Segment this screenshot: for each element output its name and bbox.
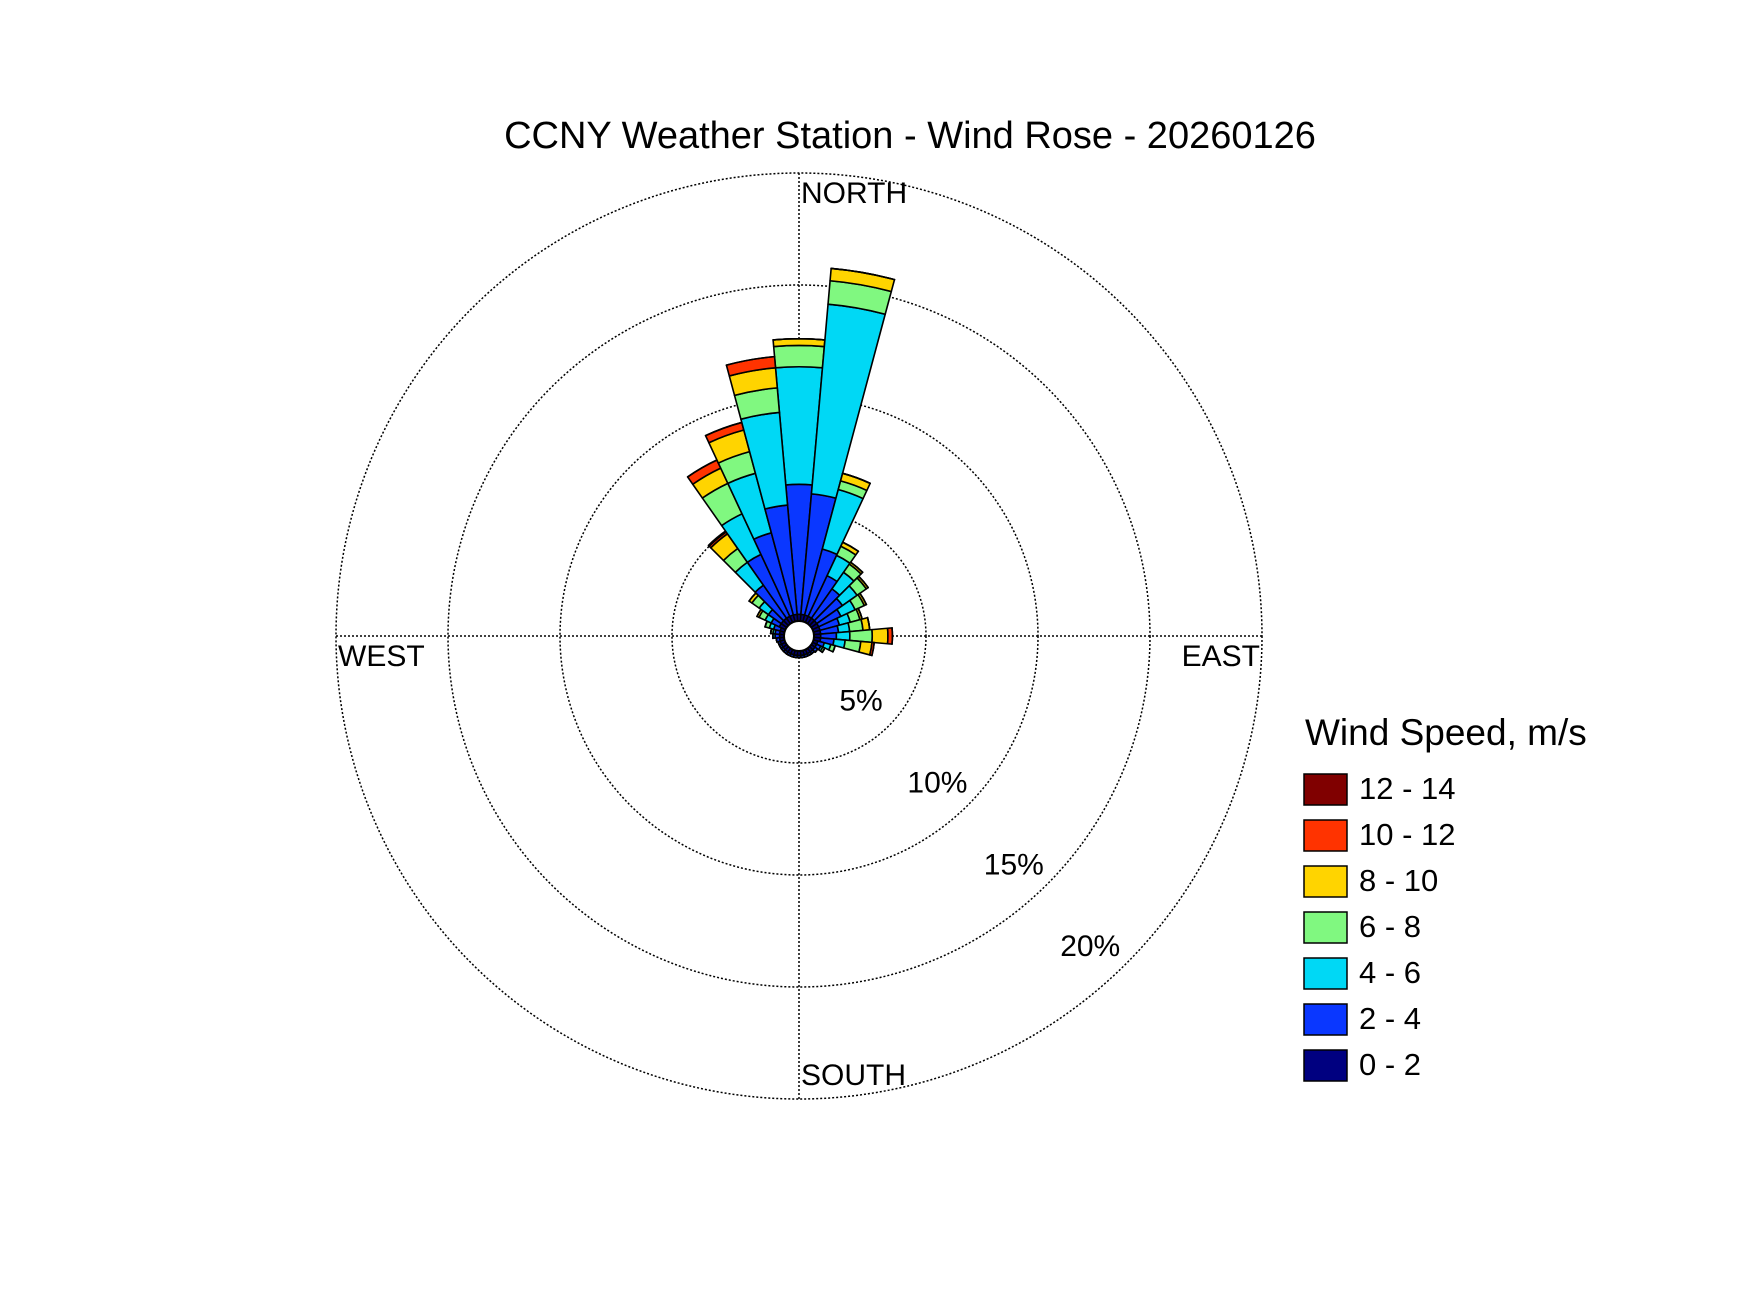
legend-label: 4 - 6 xyxy=(1359,955,1421,990)
legend-label: 10 - 12 xyxy=(1359,817,1456,852)
legend-label: 12 - 14 xyxy=(1359,771,1456,806)
wedge-segment xyxy=(842,639,862,653)
wedge-segment xyxy=(772,344,826,369)
wedge-segment xyxy=(814,648,819,653)
wedge-segment xyxy=(849,561,864,574)
wedge-segment xyxy=(832,644,836,653)
direction-label: EAST xyxy=(1182,640,1260,673)
legend-label: 6 - 8 xyxy=(1359,909,1421,944)
wedge-segment xyxy=(841,472,871,485)
ring-label: 5% xyxy=(839,684,882,717)
legend-label: 0 - 2 xyxy=(1359,1047,1421,1082)
wedge-segment xyxy=(871,641,875,657)
legend-label: 8 - 10 xyxy=(1359,863,1438,898)
wedge-segment xyxy=(841,541,860,553)
direction-label: NORTH xyxy=(801,177,907,210)
legend-swatch xyxy=(1303,819,1348,852)
legend-title: Wind Speed, m/s xyxy=(1305,712,1587,753)
wedge-segment xyxy=(857,575,869,589)
direction-label: SOUTH xyxy=(801,1059,906,1092)
legend-swatch xyxy=(1303,1049,1348,1082)
legend-swatch xyxy=(1303,773,1348,806)
ring-label: 10% xyxy=(907,766,967,799)
legend-swatch xyxy=(1303,865,1348,898)
ring-label: 20% xyxy=(1060,930,1120,963)
wedge-segment xyxy=(725,355,776,366)
grid-ring xyxy=(447,284,1151,988)
grid-ring xyxy=(671,508,927,764)
legend-label: 2 - 4 xyxy=(1359,1001,1421,1036)
center-hole xyxy=(783,620,815,652)
grid-ring xyxy=(335,172,1263,1100)
wedge-segment xyxy=(859,592,868,606)
direction-label: WEST xyxy=(338,640,425,673)
chart-title: CCNY Weather Station - Wind Rose - 20260… xyxy=(504,115,1316,157)
legend-swatch xyxy=(1303,911,1348,944)
wedge-segment xyxy=(821,647,826,654)
wedge-segment xyxy=(871,627,889,645)
wedge-segment xyxy=(810,303,887,499)
legend-swatch xyxy=(1303,957,1348,990)
legend-swatch xyxy=(1303,1003,1348,1036)
ring-label: 15% xyxy=(984,848,1044,881)
wedge-segment xyxy=(830,267,896,281)
